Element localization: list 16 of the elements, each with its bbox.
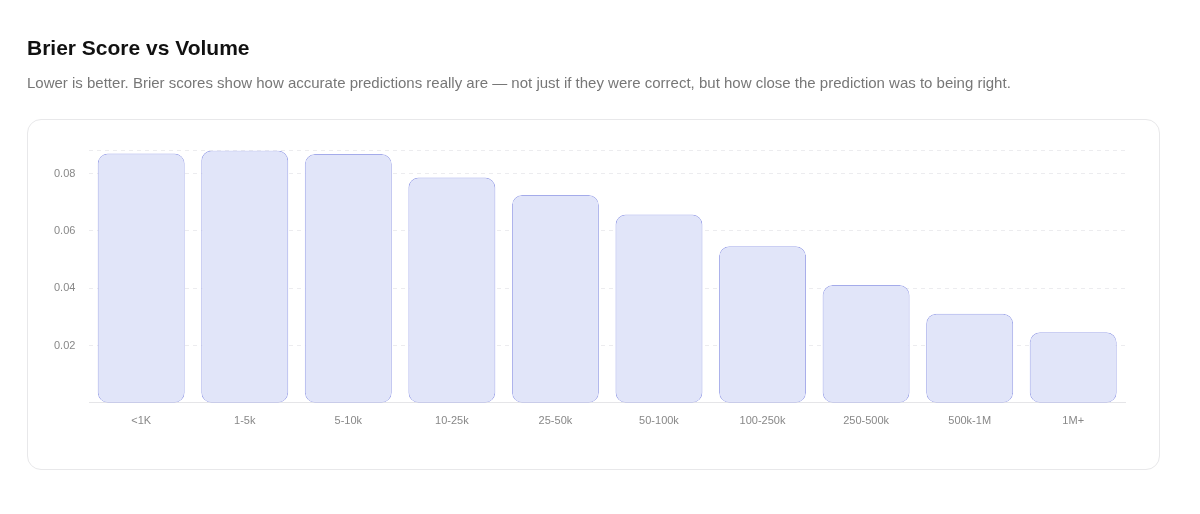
x-tick-label: 1M+ — [1062, 414, 1085, 427]
x-tick-label: 250-500k — [843, 414, 890, 427]
x-tick-label: 50-100k — [639, 414, 680, 427]
x-tick-label: 5-10k — [334, 414, 363, 427]
x-tick-label: 1-5k — [234, 414, 256, 427]
x-tick-label: 25-50k — [538, 414, 573, 427]
y-tick-label: 0.04 — [53, 281, 76, 294]
chart-subtitle: Lower is better. Brier scores show how accurate predictions really are — not just if they were correct, but how close the prediction was to being right. — [27, 74, 1011, 91]
chart-title: Brier Score vs Volume — [27, 36, 250, 60]
y-tick-label: 0.02 — [53, 338, 76, 351]
y-tick-label: 0.08 — [53, 166, 76, 179]
y-tick-label: 0.06 — [53, 223, 76, 236]
x-tick-label: <1K — [131, 414, 152, 427]
x-tick-label: 500k-1M — [948, 414, 992, 427]
x-tick-label: 10-25k — [435, 414, 470, 427]
x-tick-label: 100-250k — [739, 414, 786, 427]
